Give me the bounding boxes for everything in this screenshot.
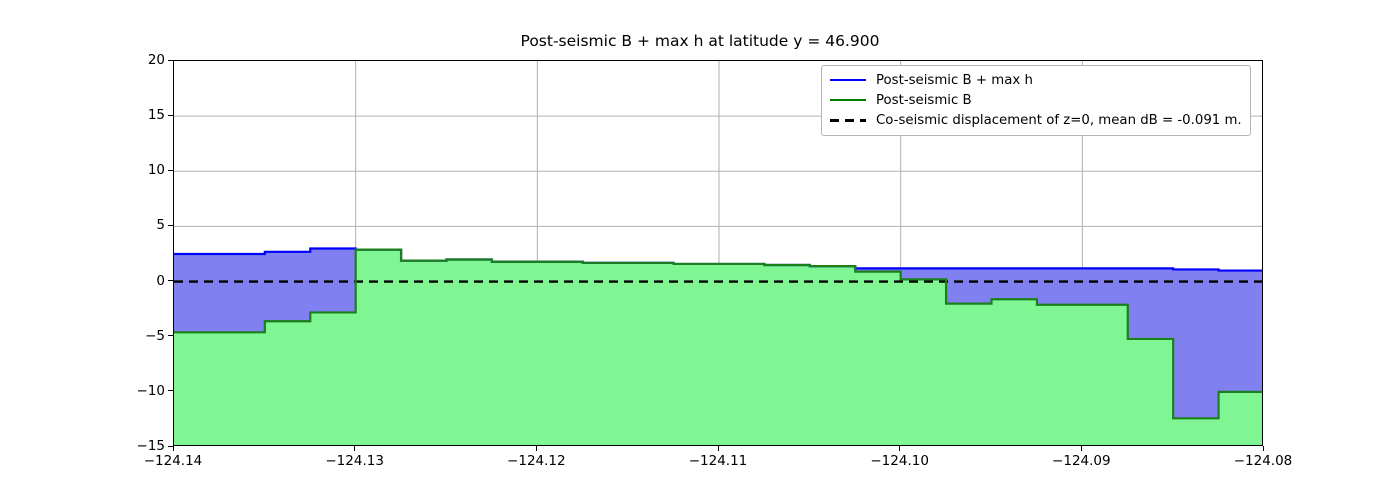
chart-title: Post-seismic B + max h at latitude y = 4… bbox=[520, 32, 880, 50]
y-tick-label: −15 bbox=[136, 438, 166, 454]
y-tick-label: 10 bbox=[147, 162, 165, 179]
x-tick-mark bbox=[717, 446, 719, 451]
chart-legend: Post-seismic B + max h Post-seismic B Co… bbox=[821, 65, 1251, 136]
y-tick-label: 15 bbox=[147, 107, 165, 124]
x-tick-mark bbox=[1080, 446, 1082, 451]
legend-item-post-seismic-b: Post-seismic B bbox=[830, 90, 1242, 110]
x-tick-mark bbox=[535, 446, 537, 451]
y-tick-label: 20 bbox=[147, 52, 165, 68]
series-fills bbox=[174, 248, 1262, 445]
legend-line-swatch-green bbox=[830, 94, 866, 106]
legend-label: Co-seismic displacement of z=0, mean dB … bbox=[876, 112, 1242, 128]
legend-item-post-seismic-b-plus-max-h: Post-seismic B + max h bbox=[830, 70, 1242, 90]
x-tick-label: −124.12 bbox=[507, 453, 566, 469]
legend-item-co-seismic-displacement: Co-seismic displacement of z=0, mean dB … bbox=[830, 110, 1242, 130]
x-tick-mark bbox=[172, 446, 174, 451]
x-tick-mark bbox=[1262, 446, 1264, 451]
x-tick-label: −124.09 bbox=[1052, 453, 1111, 469]
x-axis-tick-labels: −124.14 −124.13 −124.12 −124.11 −124.10 −124.… bbox=[144, 453, 1293, 477]
y-tick-label: 5 bbox=[156, 217, 165, 234]
x-axis-tick-marks bbox=[172, 446, 1264, 453]
y-tick-mark bbox=[168, 114, 173, 116]
y-tick-mark bbox=[168, 224, 173, 227]
legend-dashed-swatch-black bbox=[830, 114, 866, 126]
x-tick-label: −124.13 bbox=[325, 453, 384, 469]
y-tick-label: −10 bbox=[136, 382, 166, 399]
y-tick-mark bbox=[168, 280, 173, 282]
x-tick-label: −124.14 bbox=[143, 453, 203, 469]
x-tick-mark bbox=[354, 446, 356, 451]
y-axis-tick-marks bbox=[166, 59, 173, 447]
y-tick-mark bbox=[168, 59, 173, 61]
x-tick-label: −124.10 bbox=[870, 453, 929, 469]
plot-area bbox=[173, 60, 1263, 446]
legend-label: Post-seismic B + max h bbox=[876, 72, 1033, 88]
legend-line-swatch-blue bbox=[830, 74, 866, 86]
x-tick-label: −124.08 bbox=[1233, 453, 1293, 469]
y-axis-tick-labels: −15 −10 −5 0 5 10 15 20 bbox=[100, 52, 166, 454]
y-tick-mark bbox=[168, 335, 173, 337]
x-tick-label: −124.11 bbox=[688, 453, 748, 469]
y-tick-mark bbox=[168, 169, 173, 171]
series-lines bbox=[174, 247, 1262, 420]
plot-canvas bbox=[174, 61, 1262, 445]
legend-label: Post-seismic B bbox=[876, 92, 972, 108]
y-tick-mark bbox=[168, 445, 173, 447]
y-tick-label: 0 bbox=[156, 272, 165, 289]
y-tick-mark bbox=[168, 390, 173, 392]
y-tick-label: −5 bbox=[145, 327, 165, 344]
x-tick-mark bbox=[899, 446, 901, 451]
